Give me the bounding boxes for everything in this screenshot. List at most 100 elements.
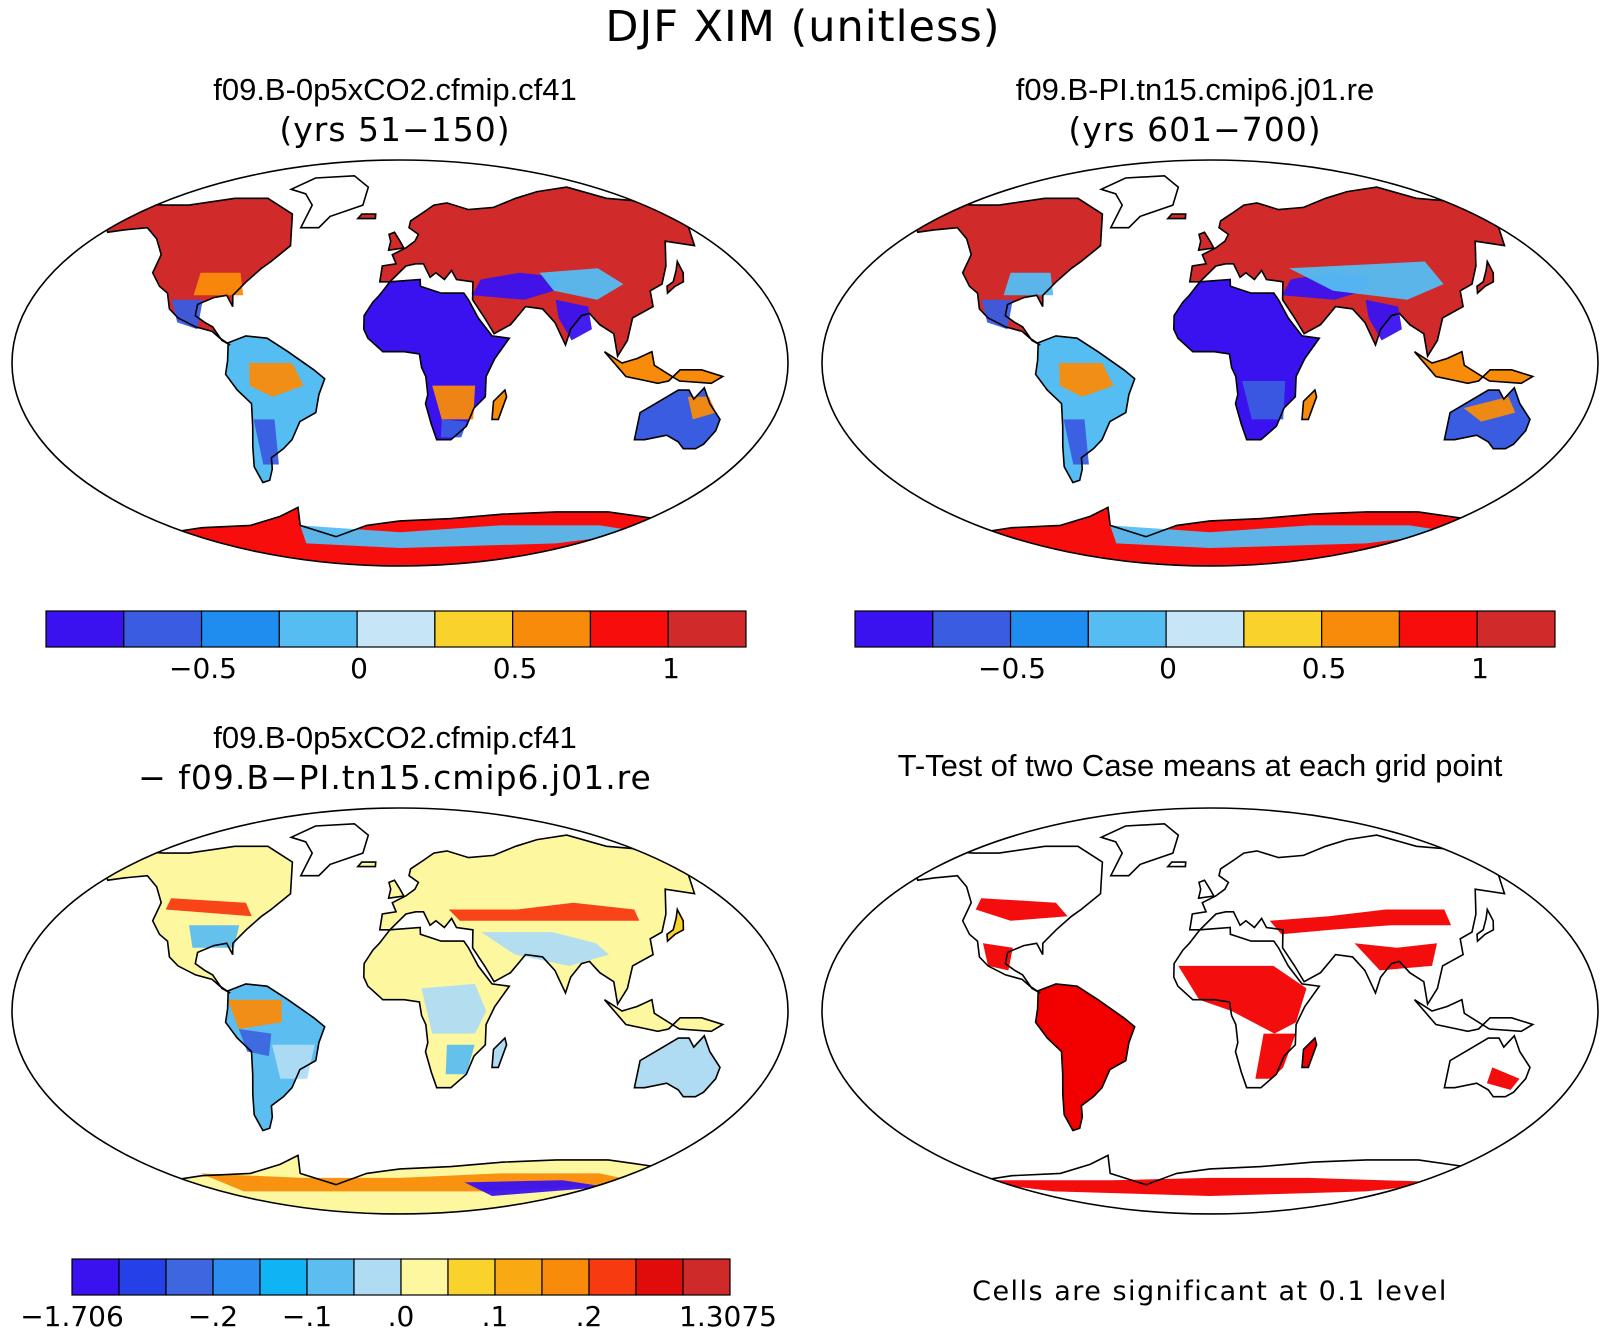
coastline bbox=[356, 213, 377, 220]
colorbar-case1-label: 0.5 bbox=[492, 652, 538, 685]
land-northAmerica bbox=[104, 846, 293, 993]
coastline bbox=[1301, 1036, 1318, 1069]
ttest-footnote: Cells are significant at 0.1 level bbox=[972, 1276, 1448, 1307]
colorbar-case1-label: 0 bbox=[350, 652, 368, 685]
coastline bbox=[378, 186, 715, 359]
coastline bbox=[1034, 335, 1136, 484]
colorbar-swatch bbox=[1398, 610, 1478, 648]
colorbar-swatch bbox=[494, 1258, 543, 1296]
coastline bbox=[1166, 213, 1187, 220]
coastline bbox=[1098, 822, 1180, 877]
field-patch bbox=[1242, 381, 1286, 420]
coastline bbox=[633, 1034, 721, 1098]
coastline bbox=[362, 278, 511, 441]
colorbar-swatch bbox=[259, 1258, 308, 1296]
field-patch bbox=[472, 272, 561, 300]
map-ttest bbox=[821, 807, 1599, 1215]
land-madagascar bbox=[492, 390, 507, 420]
field-patch bbox=[1289, 261, 1444, 300]
field-patch bbox=[253, 419, 279, 465]
colorbar-swatch bbox=[71, 1258, 120, 1296]
coastline bbox=[356, 861, 377, 868]
colorbar-case2-label: −0.5 bbox=[978, 652, 1046, 685]
coastline bbox=[603, 350, 725, 385]
colorbar-swatch bbox=[353, 1258, 402, 1296]
field-patch bbox=[1003, 272, 1054, 296]
colorbar-swatch bbox=[1476, 610, 1556, 648]
field-patch bbox=[464, 1180, 607, 1196]
land-uk bbox=[1198, 232, 1214, 251]
panel-ttest-title: T-Test of two Case means at each grid po… bbox=[897, 748, 1503, 783]
field-patch bbox=[238, 1029, 272, 1057]
colorbar-case1 bbox=[45, 610, 747, 648]
land-iceland bbox=[1167, 214, 1186, 219]
colorbar-diff-label: .2 bbox=[575, 1300, 603, 1333]
colorbar-case2-label: 0.5 bbox=[1301, 652, 1347, 685]
colorbar-swatch bbox=[447, 1258, 496, 1296]
coastline bbox=[1034, 983, 1136, 1132]
land-eurasia bbox=[379, 187, 714, 357]
colorbar-swatch bbox=[123, 610, 203, 648]
field-patch bbox=[1354, 943, 1437, 971]
coastline bbox=[1443, 386, 1531, 450]
coastline bbox=[1197, 231, 1216, 252]
coastline bbox=[913, 845, 1104, 994]
coastline bbox=[1413, 350, 1535, 385]
colorbar-swatch bbox=[682, 1258, 731, 1296]
colorbar-diff bbox=[71, 1258, 731, 1296]
field-patch bbox=[227, 999, 282, 1029]
field-patch bbox=[1063, 419, 1089, 465]
colorbar-swatch bbox=[212, 1258, 261, 1296]
map-border bbox=[11, 159, 789, 567]
coastline bbox=[1172, 278, 1321, 441]
coastline bbox=[1197, 879, 1216, 900]
colorbar-swatch bbox=[1243, 610, 1323, 648]
coastline bbox=[288, 174, 370, 229]
field-patch bbox=[440, 419, 467, 438]
panel-diff-title: f09.B-0p5xCO2.cfmip.cf41 bbox=[213, 720, 577, 755]
colorbar-case2 bbox=[854, 610, 1556, 648]
land-japan bbox=[667, 909, 684, 942]
colorbar-diff-label: .0 bbox=[387, 1300, 415, 1333]
colorbar-swatch bbox=[165, 1258, 214, 1296]
coastline bbox=[1476, 906, 1495, 943]
coastline bbox=[1166, 861, 1187, 868]
colorbar-diff-label: −.2 bbox=[187, 1300, 239, 1333]
map-diff bbox=[11, 807, 789, 1215]
colorbar-swatch bbox=[588, 1258, 637, 1296]
colorbar-swatch bbox=[200, 610, 280, 648]
land-northAmerica bbox=[104, 198, 293, 345]
land-northAmerica bbox=[914, 198, 1103, 345]
field-patch bbox=[300, 525, 644, 548]
coastline bbox=[1413, 998, 1535, 1033]
colorbar-swatch bbox=[635, 1258, 684, 1296]
colorbar-case2-label: 1 bbox=[1471, 652, 1489, 685]
field-patch bbox=[432, 385, 476, 420]
field-patch bbox=[421, 983, 487, 1034]
land-iceland bbox=[357, 214, 376, 219]
land-japan bbox=[667, 261, 684, 294]
field-patch bbox=[555, 299, 592, 341]
coastline bbox=[224, 983, 326, 1132]
colorbar-diff-label: −1.706 bbox=[20, 1300, 124, 1333]
coastline bbox=[666, 258, 685, 295]
coastline bbox=[103, 197, 294, 346]
colorbar-swatch bbox=[45, 610, 125, 648]
field-patch bbox=[165, 898, 252, 917]
colorbar-swatch bbox=[667, 610, 747, 648]
field-patch bbox=[1110, 525, 1454, 548]
field-patch bbox=[1255, 1033, 1296, 1079]
colorbar-case1-label: 1 bbox=[662, 652, 680, 685]
colorbar-swatch bbox=[1165, 610, 1245, 648]
land-madagascar bbox=[1302, 390, 1317, 420]
coastline bbox=[387, 879, 406, 900]
land-greenland bbox=[1101, 823, 1179, 876]
field-patch bbox=[1269, 909, 1452, 935]
coastline bbox=[603, 998, 725, 1033]
land-uk bbox=[388, 232, 404, 251]
land-iceland bbox=[1167, 862, 1186, 867]
colorbar-diff-label: .1 bbox=[481, 1300, 509, 1333]
field-patch bbox=[1178, 965, 1307, 1034]
coastline bbox=[491, 1036, 508, 1069]
coastline bbox=[666, 906, 685, 943]
